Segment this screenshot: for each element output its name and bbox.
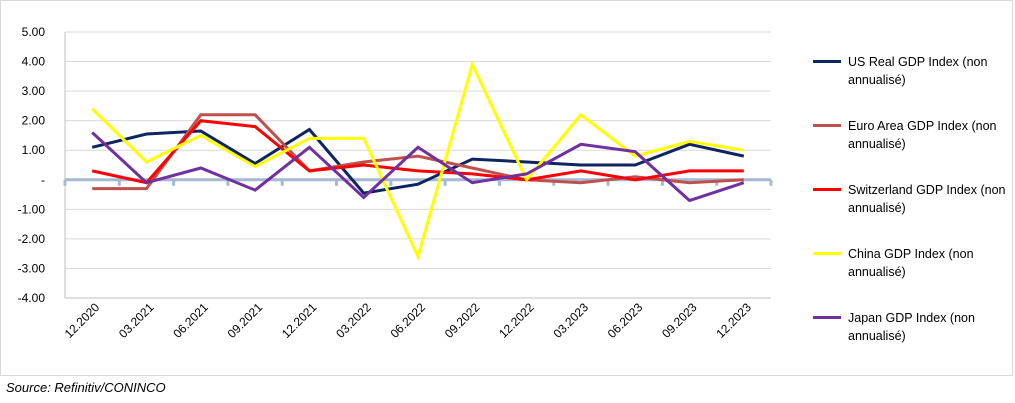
legend-item-japan: Japan GDP Index (non annualisé) bbox=[809, 309, 1009, 373]
y-axis-ticks: 5.00 4.00 3.00 2.00 1.00 - -1.00 -2.00 -3.00 -4.0… bbox=[18, 25, 46, 305]
x-axis-ticks: 12.2020 03.2021 06.2021 09.2021 12.2021 03.20… bbox=[62, 300, 754, 341]
legend-label-switzerland: Switzerland GDP Index (non annualisé) bbox=[848, 183, 1006, 215]
legend-label-china: China GDP Index (non annualisé) bbox=[848, 247, 974, 279]
legend: US Real GDP Index (non annualisé) Euro A… bbox=[809, 53, 1009, 373]
y-tick-label: 1.00 bbox=[22, 143, 46, 157]
y-tick-label: 4.00 bbox=[22, 55, 46, 69]
x-tick-label: 12.2022 bbox=[496, 300, 537, 341]
chart-frame: 5.00 4.00 3.00 2.00 1.00 - -1.00 -2.00 -3.00 -4.0… bbox=[0, 0, 1013, 376]
gdp-line-chart: 5.00 4.00 3.00 2.00 1.00 - -1.00 -2.00 -3.00 -4.0… bbox=[18, 25, 773, 341]
legend-swatch-euro-area bbox=[813, 124, 841, 127]
legend-item-china: China GDP Index (non annualisé) bbox=[809, 245, 1009, 309]
x-tick-label: 09.2021 bbox=[225, 300, 266, 341]
x-tick-label: 09.2022 bbox=[442, 300, 483, 341]
legend-item-euro-area: Euro Area GDP Index (non annualisé) bbox=[809, 117, 1009, 181]
legend-swatch-switzerland bbox=[813, 188, 841, 191]
series-line-3 bbox=[91, 60, 745, 261]
y-tick-label: -2.00 bbox=[18, 232, 46, 246]
y-tick-label: - bbox=[41, 173, 45, 187]
x-tick-label: 06.2022 bbox=[388, 300, 429, 341]
x-tick-label: 12.2021 bbox=[279, 300, 320, 341]
y-tick-label: 3.00 bbox=[22, 84, 46, 98]
source-note: Source: Refinitiv/CONINCO bbox=[6, 380, 166, 395]
legend-swatch-japan bbox=[813, 316, 841, 319]
series-line-1 bbox=[92, 113, 744, 191]
legend-label-euro-area: Euro Area GDP Index (non annualisé) bbox=[848, 119, 997, 151]
x-tick-label: 03.2023 bbox=[550, 300, 591, 341]
y-tick-label: -4.00 bbox=[18, 291, 46, 305]
legend-swatch-china bbox=[813, 252, 841, 255]
series-lines bbox=[91, 60, 745, 261]
x-tick-label: 12.2020 bbox=[62, 300, 103, 341]
legend-swatch-us bbox=[813, 60, 841, 63]
y-tick-label: -1.00 bbox=[18, 202, 46, 216]
series-line-2 bbox=[91, 119, 744, 185]
legend-item-switzerland: Switzerland GDP Index (non annualisé) bbox=[809, 181, 1009, 245]
y-tick-label: -3.00 bbox=[18, 261, 46, 275]
legend-label-us: US Real GDP Index (non annualisé) bbox=[848, 55, 988, 87]
x-tick-label: 09.2023 bbox=[659, 300, 700, 341]
x-tick-label: 06.2021 bbox=[170, 300, 211, 341]
x-tick-label: 12.2023 bbox=[713, 300, 754, 341]
series-line-0 bbox=[91, 127, 745, 195]
x-tick-label: 06.2023 bbox=[605, 300, 646, 341]
y-tick-label: 5.00 bbox=[22, 25, 46, 39]
y-tick-label: 2.00 bbox=[22, 114, 46, 128]
x-tick-label: 03.2021 bbox=[116, 300, 157, 341]
legend-item-us: US Real GDP Index (non annualisé) bbox=[809, 53, 1009, 117]
x-tick-label: 03.2022 bbox=[333, 300, 374, 341]
legend-label-japan: Japan GDP Index (non annualisé) bbox=[848, 311, 975, 343]
series-line-4 bbox=[91, 131, 745, 203]
